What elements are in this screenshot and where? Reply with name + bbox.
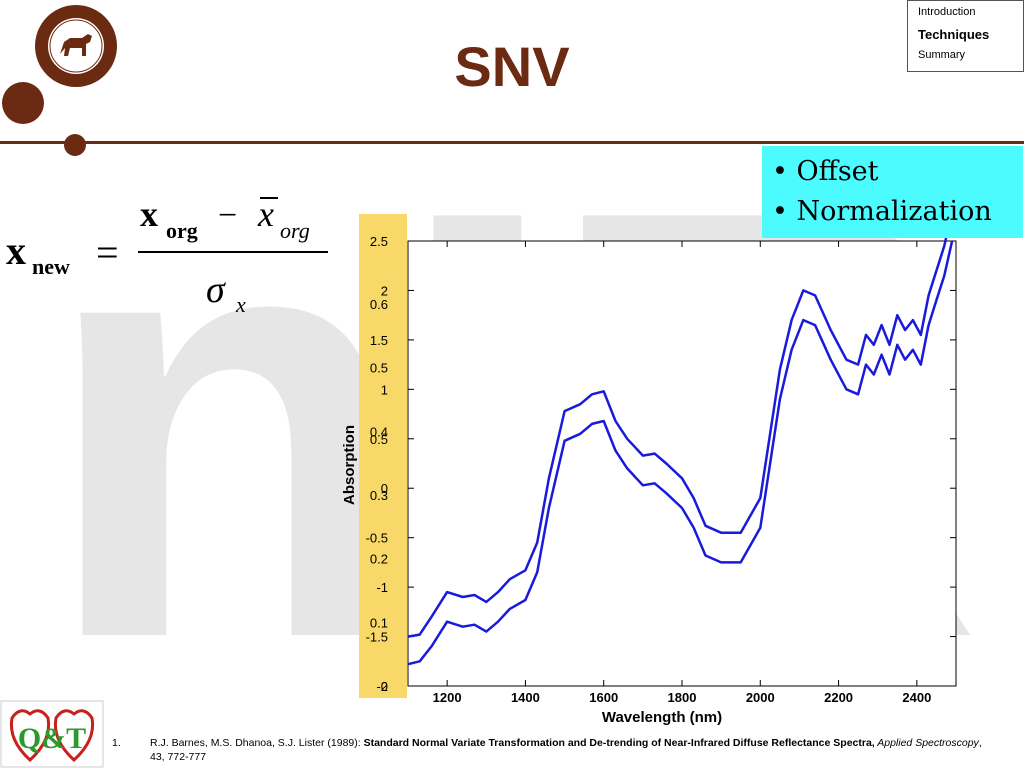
formula-denom-var: σ [206,269,226,311]
x-tick-label-2200: 2200 [824,690,853,705]
x-axis-label: Wavelength (nm) [602,709,722,726]
nav-item-techniques[interactable]: Techniques [918,27,990,42]
y-axis-label: Absorption [341,425,358,505]
x-tick-label-1400: 1400 [511,690,540,705]
plot-area [407,240,957,687]
y-tick-label-secondary-0: 0 [381,679,388,694]
formula-lhs-var: x [6,228,26,273]
footnote-title: Standard Normal Variate Transformation a… [363,737,875,749]
slide-title: SNV [454,35,570,98]
footnote-number: 1. [112,737,121,749]
formula-lhs-sub: new [32,254,70,279]
series-line-2 [407,240,954,666]
y-tick-label-secondary-0.5: 0.5 [370,361,388,376]
y-tick-label-secondary-0.2: 0.2 [370,552,388,567]
y-tick-label-2.5: 2.5 [370,234,388,249]
snv-formula: x new = x org − x org σ x [6,194,328,317]
y-tick-label--1: -1 [376,580,388,595]
formula-num-sub: org [166,218,198,243]
x-tick-label-2400: 2400 [902,690,931,705]
formula-mean-var: x [257,194,274,234]
section-nav: Introduction Techniques Summary [907,0,1024,72]
formula-num-var: x [140,194,158,234]
decorative-dot-large [2,82,44,124]
formula-minus: − [218,197,237,234]
formula-equals: = [96,230,119,275]
y-tick-label-secondary-0.6: 0.6 [370,297,388,312]
y-tick-label-1.5: 1.5 [370,333,388,348]
axis-highlight [359,214,407,698]
series-line-1 [407,211,954,638]
decorative-dot-small [64,134,86,156]
y-tick-label-secondary-0.1: 0.1 [370,615,388,630]
bullet-normalization: • Normalization [772,196,992,227]
nav-item-summary[interactable]: Summary [918,49,966,61]
x-tick-label-1600: 1600 [589,690,618,705]
x-tick-label-1800: 1800 [668,690,697,705]
y-tick-label--0.5: -0.5 [366,531,388,546]
bullet-offset: • Offset [772,156,879,187]
y-tick-label-0.5: 0.5 [370,432,388,447]
footnote-journal: Applied Spectroscopy [874,737,979,749]
x-tick-label-2000: 2000 [746,690,775,705]
header-divider [0,141,1024,144]
footnote-text: R.J. Barnes, M.S. Dhanoa, S.J. Lister (1… [150,736,992,764]
nav-item-introduction[interactable]: Introduction [918,6,976,18]
y-tick-label-2: 2 [381,283,388,298]
x-tick-label-1200: 1200 [433,690,462,705]
y-tick-label-secondary-0.3: 0.3 [370,488,388,503]
y-tick-label--2: -2 [376,679,388,694]
footnote-authors: R.J. Barnes, M.S. Dhanoa, S.J. Lister (1… [150,737,364,749]
footnote-rest: , 43, 772-777 [150,737,982,763]
y-tick-label--1.5: -1.5 [366,630,388,645]
formula-denom-sub: x [235,292,246,317]
formula-mean-sub: org [280,218,310,243]
y-tick-label-0: 0 [381,481,388,496]
y-tick-label-1: 1 [381,382,388,397]
bullet-box: • Offset • Normalization [762,146,1023,238]
university-seal-logo [35,5,117,87]
qt-logo: Q&T [0,700,104,768]
y-tick-label-secondary-0.4: 0.4 [370,424,388,439]
qt-logo-text: Q&T [18,722,86,755]
